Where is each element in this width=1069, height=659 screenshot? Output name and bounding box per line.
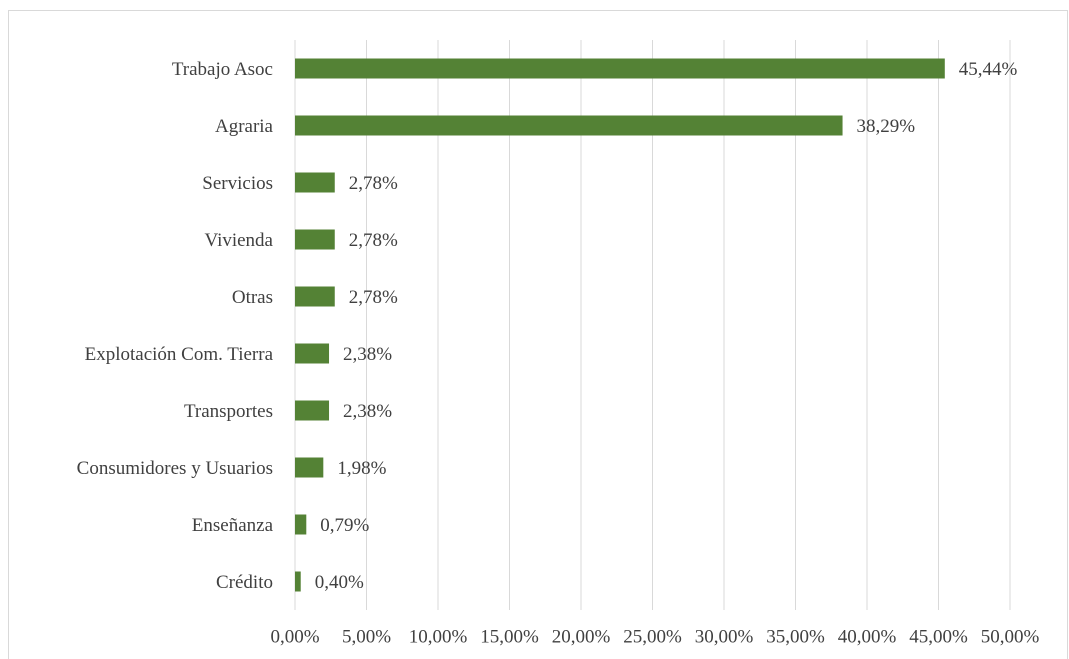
x-tick-label: 25,00% <box>623 626 682 647</box>
x-tick-label: 20,00% <box>552 626 611 647</box>
data-label: 2,38% <box>343 401 392 422</box>
x-tick-label: 10,00% <box>409 626 468 647</box>
y-tick-label: Transportes <box>184 401 273 422</box>
x-tick-label: 30,00% <box>695 626 754 647</box>
bar <box>295 514 307 535</box>
data-label: 2,78% <box>349 230 398 251</box>
data-label: 0,40% <box>315 572 364 593</box>
bar <box>295 457 324 478</box>
bar <box>295 286 335 307</box>
data-label: 2,78% <box>349 287 398 308</box>
x-tick-label: 35,00% <box>766 626 825 647</box>
bar <box>295 400 330 421</box>
y-tick-label: Vivienda <box>204 230 273 251</box>
x-tick-label: 5,00% <box>342 626 391 647</box>
bar <box>295 172 335 193</box>
data-label: 1,98% <box>337 458 386 479</box>
data-label: 38,29% <box>857 116 916 137</box>
bar <box>295 571 301 592</box>
y-tick-label: Otras <box>232 287 273 308</box>
chart-border <box>8 10 1068 659</box>
y-tick-label: Consumidores y Usuarios <box>77 458 273 479</box>
x-tick-label: 15,00% <box>480 626 539 647</box>
y-tick-label: Servicios <box>202 173 273 194</box>
x-tick-label: 0,00% <box>270 626 319 647</box>
x-tick-label: 50,00% <box>981 626 1040 647</box>
x-tick-label: 40,00% <box>838 626 897 647</box>
data-label: 2,78% <box>349 173 398 194</box>
y-tick-label: Explotación Com. Tierra <box>85 344 274 365</box>
y-tick-label: Crédito <box>216 572 273 593</box>
x-tick-label: 45,00% <box>909 626 968 647</box>
bar <box>295 58 945 79</box>
data-label: 2,38% <box>343 344 392 365</box>
y-tick-label: Agraria <box>215 116 274 137</box>
data-label: 0,79% <box>320 515 369 536</box>
bar <box>295 343 330 364</box>
bar <box>295 115 843 136</box>
y-tick-label: Enseñanza <box>192 515 274 536</box>
bar <box>295 229 335 250</box>
y-tick-label: Trabajo Asoc <box>172 59 273 80</box>
data-label: 45,44% <box>959 59 1018 80</box>
